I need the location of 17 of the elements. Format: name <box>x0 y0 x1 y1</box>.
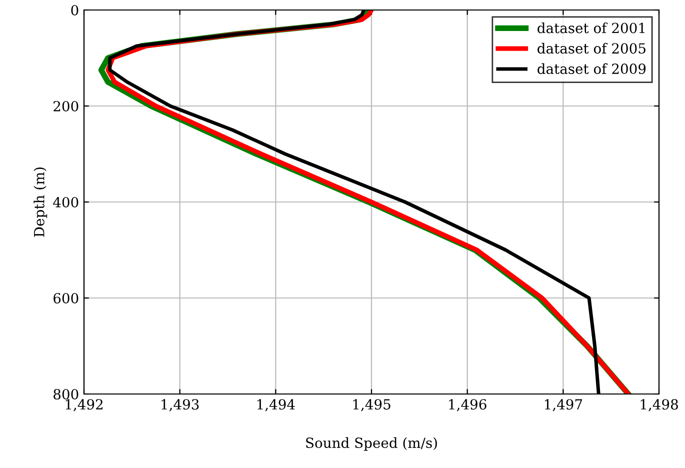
x-tick-label: 1,492 <box>66 399 103 412</box>
x-tick-label: 1,495 <box>353 399 390 412</box>
legend-label: dataset of 2005 <box>538 42 646 54</box>
y-tick-label: 800 <box>54 388 78 400</box>
x-tick-label: 1,498 <box>640 399 678 412</box>
x-tick-label: 1,497 <box>544 399 582 412</box>
y-tick-label: 0 <box>71 4 78 16</box>
legend-label: dataset of 2009 <box>538 63 646 74</box>
y-tick-label: 400 <box>53 196 78 208</box>
x-axis-title: Sound Speed (m/s) <box>306 437 437 451</box>
x-tick-label: 1,494 <box>257 399 295 412</box>
y-tick-label: 200 <box>54 100 78 112</box>
y-tick-label: 600 <box>54 292 78 304</box>
legend-label: dataset of 2001 <box>538 22 645 34</box>
x-tick-label: 1,496 <box>449 399 486 412</box>
x-tick-label: 1,493 <box>162 399 199 412</box>
y-axis-title: Depth (m) <box>34 168 48 237</box>
